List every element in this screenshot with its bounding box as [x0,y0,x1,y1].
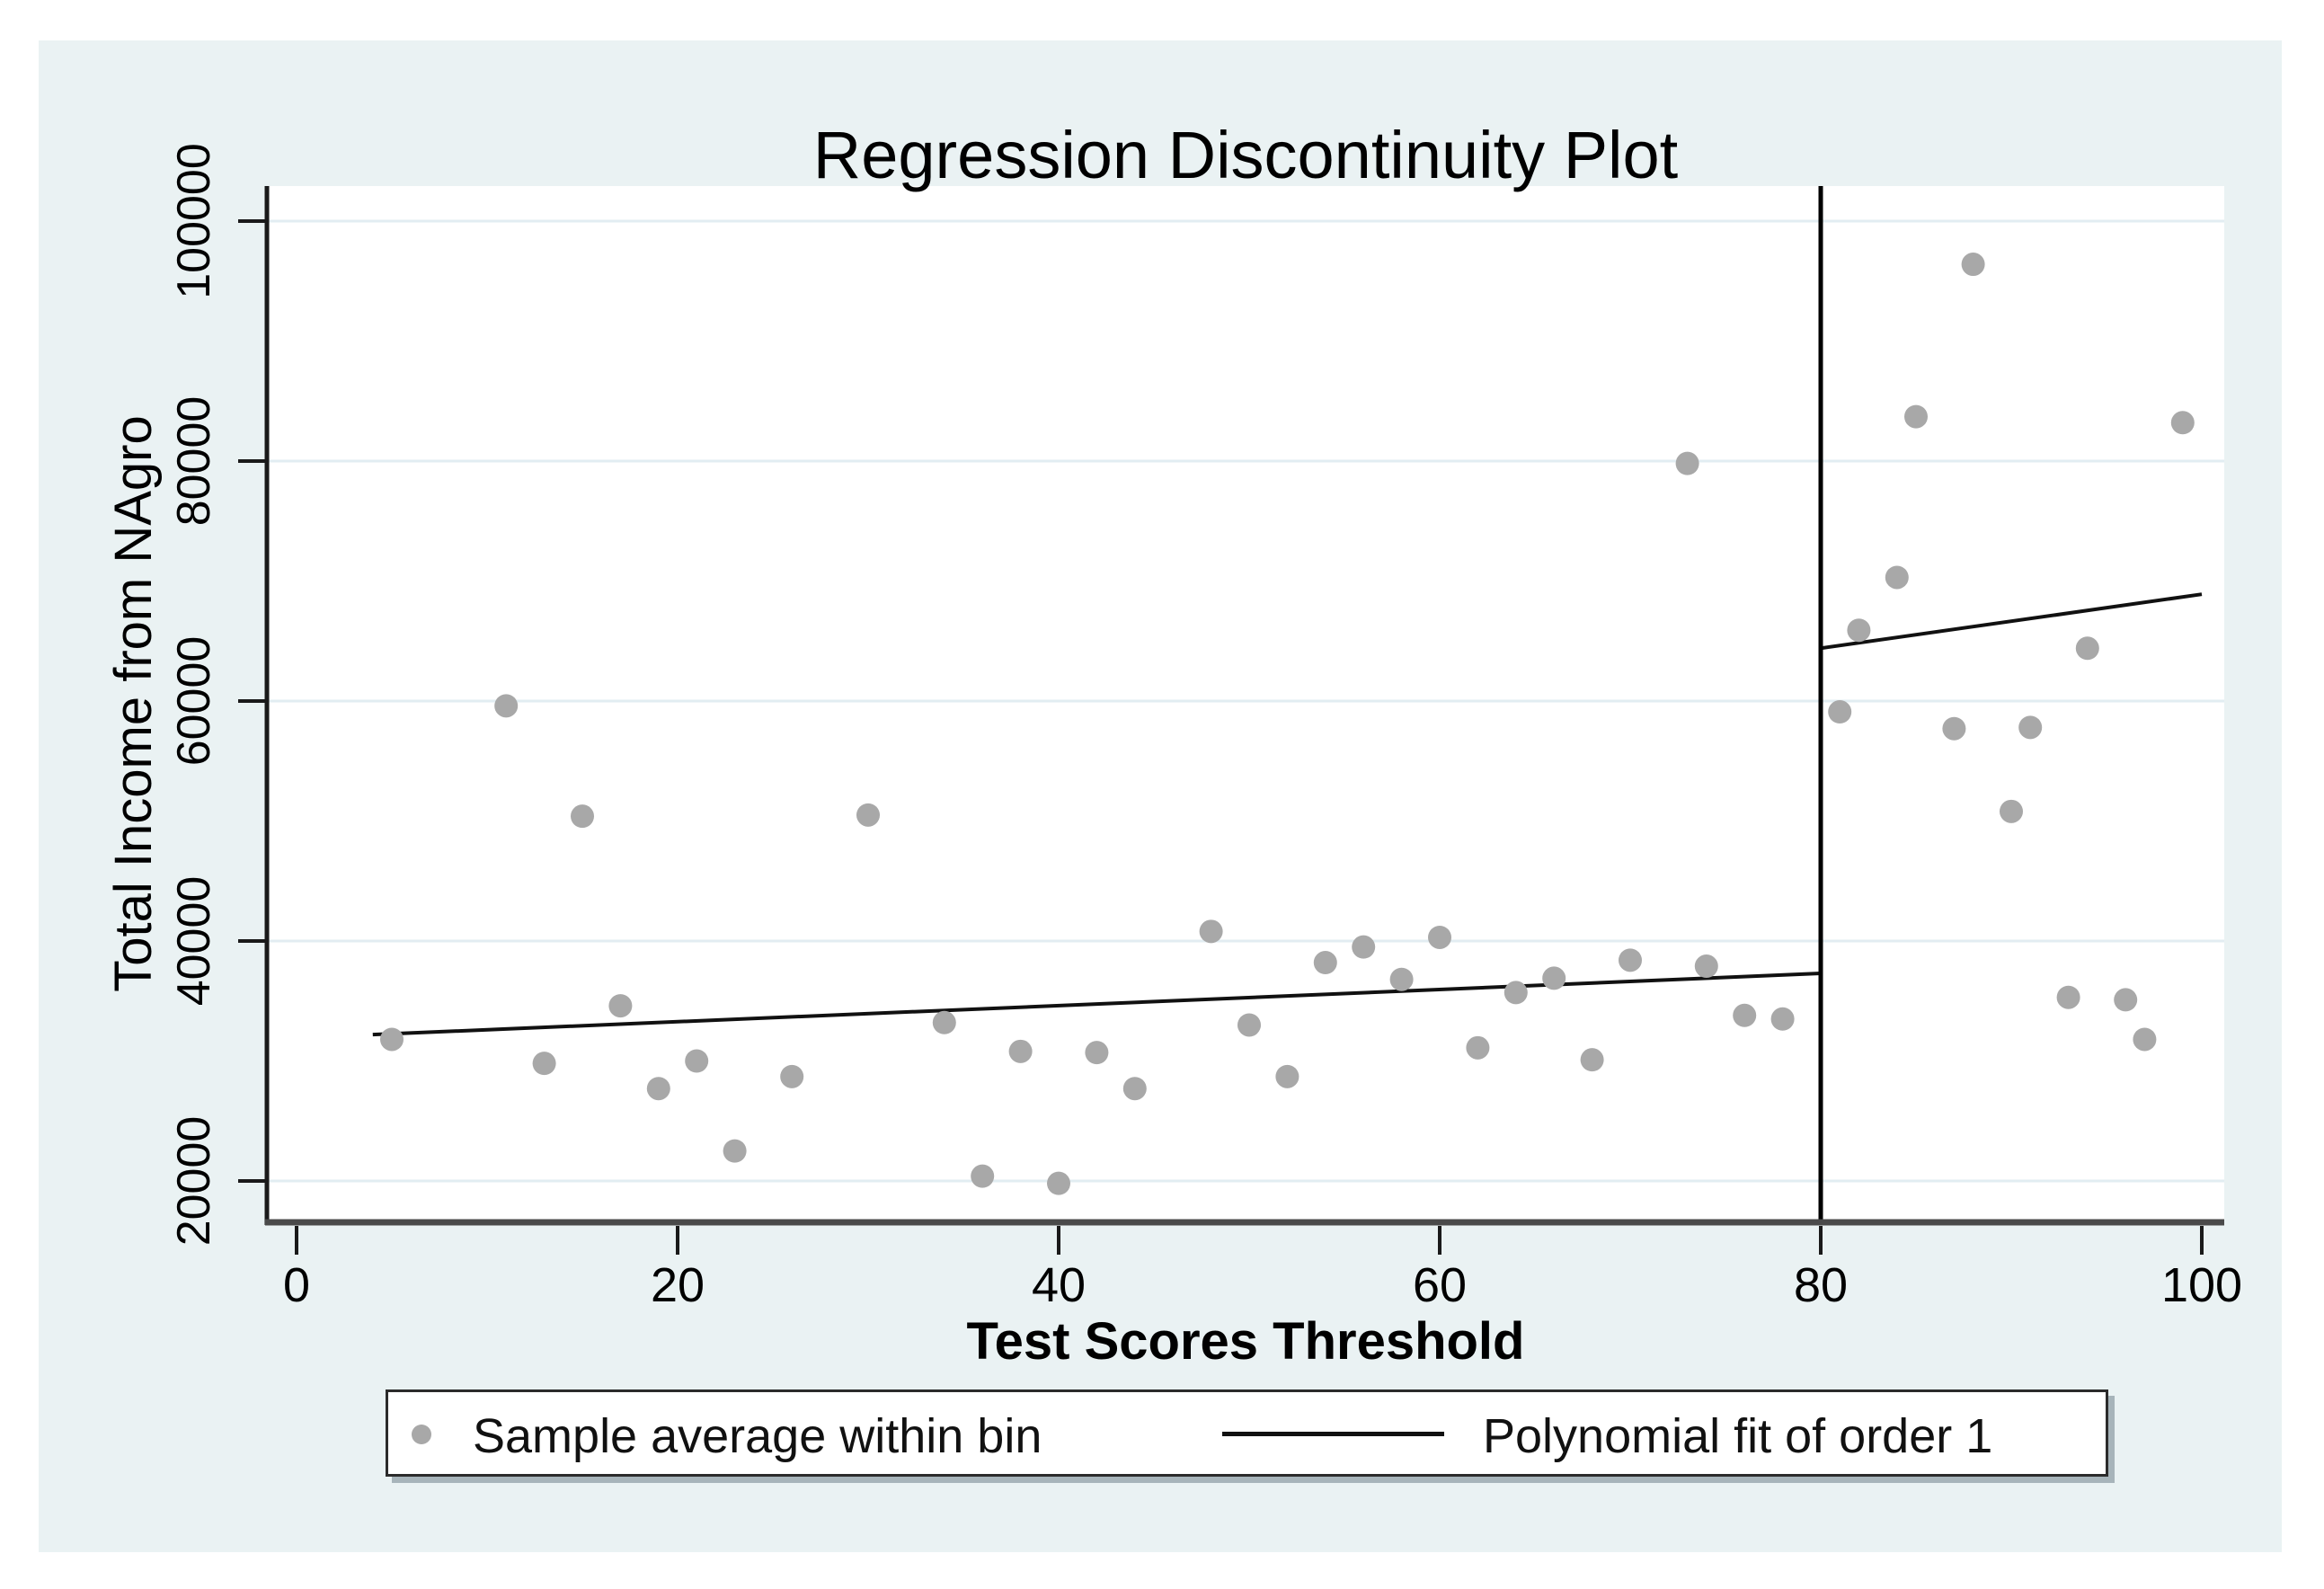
scatter-point [494,694,519,718]
scatter-point [1961,253,1985,277]
scatter-point [1466,1035,1490,1060]
scatter-point [2056,985,2080,1009]
scatter-point [1313,951,1337,975]
scatter-point [646,1077,670,1101]
x-tick-label: 80 [1794,1258,1848,1312]
scatter-point [1942,716,1966,741]
scatter-point [971,1164,995,1188]
scatter-point [2170,411,2195,435]
legend-label-polynomial-fit: Polynomial fit of order 1 [1483,1409,1993,1463]
scatter-point [1237,1013,1261,1037]
scatter-point [2000,799,2023,823]
scatter-point [685,1049,709,1073]
scatter-marker-icon [412,1425,431,1444]
fit-line-icon [1222,1432,1444,1436]
scatter-point [380,1027,404,1052]
y-tick-label: 40000 [168,876,220,1007]
legend-label-sample-average: Sample average within bin [473,1409,1042,1463]
x-axis-title: Test Scores Threshold [967,1312,1525,1371]
x-tick-label: 40 [1032,1258,1086,1312]
scatter-point [2133,1027,2157,1052]
scatter-point [1885,565,1909,590]
scatter-point [1085,1041,1109,1065]
scatter-point [932,1010,956,1034]
y-tick-label: 80000 [168,396,220,527]
scatter-point [608,994,633,1018]
scatter-point [1733,1003,1757,1027]
scatter-point [1275,1064,1299,1088]
scatter-point [2075,636,2099,661]
tick-marks [238,219,2204,1255]
x-tick-label: 100 [2161,1258,2242,1312]
y-tick-label: 100000 [168,143,220,299]
scatter-point [1352,935,1376,959]
scatter-point [1199,919,1223,944]
fit-lines [372,592,2203,1037]
scatter-point [2018,715,2043,740]
scatter-point [571,804,594,829]
y-tick-label: 60000 [168,636,220,767]
scatter-point [1904,404,1928,429]
scatter-point [856,803,880,827]
scatter-point [1619,948,1642,972]
axes [264,186,2224,1226]
scatter-point [532,1052,556,1076]
polynomial-fit-line [372,972,1822,1037]
x-tick-label: 20 [651,1258,705,1312]
y-axis-title: Total Income from NAgro [104,415,163,991]
scatter-point [1428,925,1451,949]
scatter-point [1504,981,1528,1005]
gridlines [269,219,2224,1183]
chart-title: Regression Discontinuity Plot [813,118,1679,192]
scatter-point [1675,451,1699,475]
scatter-point [1389,967,1414,991]
scatter-point [1047,1171,1070,1195]
x-tick-label: 0 [283,1258,310,1312]
scatter-point [2114,988,2138,1012]
scatter-point [1122,1077,1147,1101]
y-tick-label: 20000 [168,1116,220,1247]
scatter-point [1580,1048,1604,1072]
scatter-point [1847,618,1871,643]
scatter-point [1828,700,1852,724]
legend: Sample average within bin Polynomial fit… [386,1389,2108,1477]
scatter-point [1770,1007,1795,1031]
scatter-point [723,1139,747,1163]
scatter-point [1008,1039,1033,1063]
plot-area [267,186,2224,1222]
polynomial-fit-line [1820,592,2203,651]
tick-labels: 20000 40000 60000 80000 100000 0 20 40 60 80 100 [168,143,2242,1312]
x-tick-label: 60 [1413,1258,1467,1312]
scatter-points [380,253,2195,1195]
scatter-point [1542,966,1566,990]
scatter-point [780,1064,804,1088]
scatter-point [1694,954,1718,979]
